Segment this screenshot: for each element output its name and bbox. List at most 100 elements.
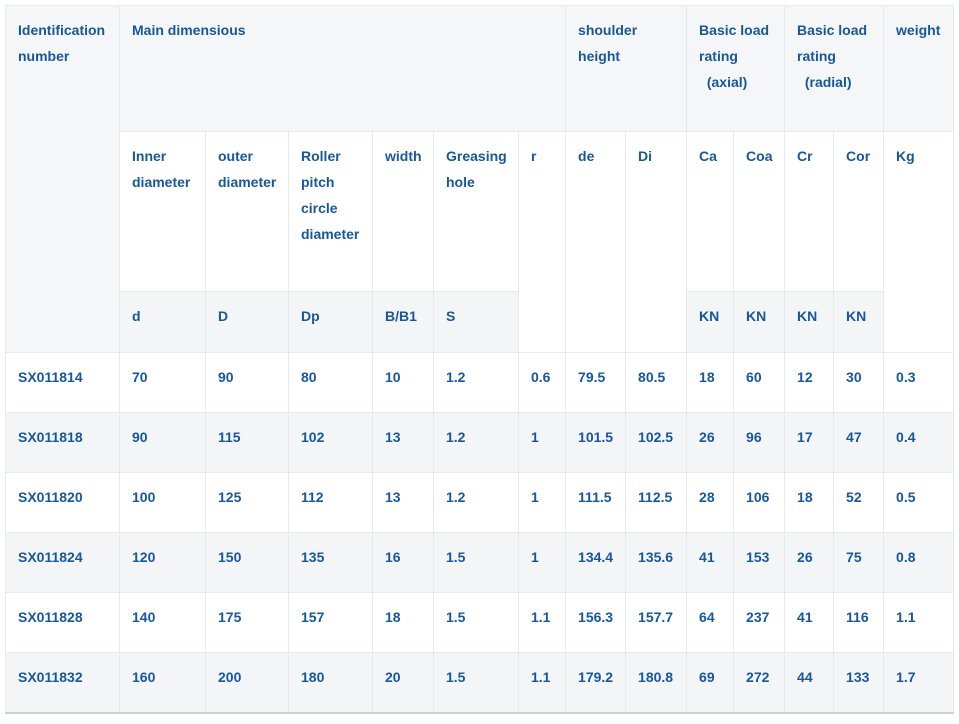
cell-roller-pitch-circle-diameter-Dp: 112 — [288, 472, 373, 533]
col-header-Cor: Cor — [833, 131, 885, 292]
cell-inner-diameter-d: 160 — [119, 652, 206, 713]
cell-width-B-B1: 16 — [372, 532, 434, 593]
cell-roller-pitch-circle-diameter-Dp: 157 — [288, 592, 373, 653]
col-header-shoulder-height: shoulder height — [565, 5, 688, 132]
cell-width-B-B1: 10 — [372, 352, 434, 413]
cell-roller-pitch-circle-diameter-Dp: 180 — [288, 652, 373, 713]
cell-inner-diameter-d: 120 — [119, 532, 206, 593]
cell-weight-Kg: 0.3 — [883, 352, 955, 413]
header-units-row: d D Dp B/B1 S KN KN KN KN — [6, 291, 954, 353]
cell-weight-Kg: 1.7 — [883, 652, 955, 713]
cell-radial-load-Cor: 133 — [833, 652, 885, 713]
cell-greasing-hole-S: 1.2 — [433, 412, 519, 473]
cell-greasing-hole-S: 1.5 — [433, 652, 519, 713]
cell-radial-load-Cr: 18 — [784, 472, 835, 533]
unit-d: d — [119, 291, 206, 353]
cell-shoulder-height-de: 111.5 — [565, 472, 627, 533]
cell-roller-pitch-circle-diameter-Dp: 80 — [288, 352, 373, 413]
col-header-roller-pitch-circle-diameter: Roller pitch circle diameter — [288, 131, 373, 292]
cell-greasing-hole-S: 1.2 — [433, 472, 519, 533]
header-sub-row: Inner diameter outer diameter Roller pit… — [6, 131, 955, 353]
cell-chamfer-r: 1 — [517, 472, 567, 533]
table-body: SX011814 70 90 80 10 1.2 0.6 79.5 80.5 18 60 12 30 0.… — [5, 352, 955, 713]
cell-chamfer-r: 0.6 — [517, 352, 567, 413]
cell-radial-load-Cr: 26 — [784, 532, 835, 593]
cell-chamfer-r: 1.1 — [517, 592, 567, 653]
cell-chamfer-r: 1 — [517, 412, 567, 473]
unit-KN-Cor: KN — [833, 291, 885, 353]
col-header-Cr: Cr — [784, 131, 835, 292]
cell-inner-diameter-d: 140 — [119, 592, 206, 653]
cell-axial-load-Coa: 153 — [733, 532, 786, 593]
cell-greasing-hole-S: 1.5 — [433, 532, 519, 593]
cell-axial-load-Coa: 272 — [733, 652, 786, 713]
unit-KN-Cr: KN — [784, 291, 835, 353]
col-header-Ca: Ca — [686, 131, 735, 292]
col-header-identification-number: Identification number — [5, 5, 120, 353]
cell-radial-load-Cor: 47 — [833, 412, 885, 473]
cell-identification-number: SX011832 — [5, 652, 120, 713]
cell-axial-load-Ca: 41 — [686, 532, 735, 593]
col-header-Coa: Coa — [733, 131, 786, 292]
table-row: SX011818 90 115 102 13 1.2 1 101.5 102.5 26 96 17 47… — [5, 412, 955, 473]
cell-axial-load-Ca: 28 — [686, 472, 735, 533]
table-row: SX011820 100 125 112 13 1.2 1 111.5 112.5 28 106 18… — [5, 472, 955, 533]
cell-greasing-hole-S: 1.5 — [433, 592, 519, 653]
cell-width-B-B1: 13 — [372, 412, 434, 473]
cell-radial-load-Cr: 17 — [784, 412, 835, 473]
col-header-r: r — [517, 131, 567, 353]
cell-width-B-B1: 13 — [372, 472, 434, 533]
table-row: SX011824 120 150 135 16 1.5 1 134.4 135.6 41 153 26… — [5, 532, 955, 593]
unit-B-B1: B/B1 — [372, 291, 434, 353]
cell-outer-diameter-D: 150 — [205, 532, 289, 593]
col-header-basic-load-rating-radial: Basic load rating (radial) — [784, 5, 885, 132]
cell-weight-Kg: 0.4 — [883, 412, 955, 473]
cell-radial-load-Cor: 30 — [833, 352, 885, 413]
cell-axial-load-Coa: 106 — [733, 472, 786, 533]
cell-radial-load-Cr: 41 — [784, 592, 835, 653]
cell-radial-load-Cor: 75 — [833, 532, 885, 593]
cell-radial-load-Cor: 52 — [833, 472, 885, 533]
cell-shoulder-height-Di: 135.6 — [625, 532, 688, 593]
col-header-Di: Di — [625, 131, 688, 353]
table-row: SX011832 160 200 180 20 1.5 1.1 179.2 180.8 69 272… — [5, 652, 955, 713]
col-header-inner-diameter: Inner diameter — [119, 131, 206, 292]
cell-axial-load-Ca: 69 — [686, 652, 735, 713]
cell-outer-diameter-D: 90 — [205, 352, 289, 413]
cell-chamfer-r: 1 — [517, 532, 567, 593]
cell-axial-load-Ca: 26 — [686, 412, 735, 473]
cell-shoulder-height-Di: 157.7 — [625, 592, 688, 653]
cell-shoulder-height-de: 179.2 — [565, 652, 627, 713]
unit-D: D — [205, 291, 289, 353]
cell-identification-number: SX011828 — [5, 592, 120, 653]
col-header-main-dimensions: Main dimensious — [118, 5, 567, 132]
col-header-weight: weight — [883, 5, 955, 132]
table-header: Identification number Main dimensious sh… — [5, 5, 955, 353]
cell-shoulder-height-de: 134.4 — [565, 532, 627, 593]
col-header-Kg: Kg — [883, 131, 955, 353]
cell-outer-diameter-D: 200 — [205, 652, 289, 713]
cell-shoulder-height-Di: 112.5 — [625, 472, 688, 533]
cell-axial-load-Ca: 64 — [686, 592, 735, 653]
cell-shoulder-height-Di: 80.5 — [625, 352, 688, 413]
cell-outer-diameter-D: 125 — [205, 472, 289, 533]
unit-KN-Ca: KN — [686, 291, 735, 353]
col-header-de: de — [565, 131, 627, 353]
unit-S: S — [433, 291, 519, 353]
col-header-basic-load-rating-axial: Basic load rating (axial) — [686, 5, 786, 132]
cell-shoulder-height-Di: 102.5 — [625, 412, 688, 473]
cell-greasing-hole-S: 1.2 — [433, 352, 519, 413]
bearing-spec-table: Identification number Main dimensious sh… — [5, 5, 955, 714]
cell-identification-number: SX011814 — [5, 352, 120, 413]
col-header-outer-diameter: outer diameter — [205, 131, 289, 292]
cell-shoulder-height-Di: 180.8 — [625, 652, 688, 713]
cell-shoulder-height-de: 79.5 — [565, 352, 627, 413]
cell-radial-load-Cr: 44 — [784, 652, 835, 713]
cell-identification-number: SX011824 — [5, 532, 120, 593]
cell-width-B-B1: 20 — [372, 652, 434, 713]
cell-weight-Kg: 0.8 — [883, 532, 955, 593]
cell-outer-diameter-D: 175 — [205, 592, 289, 653]
cell-chamfer-r: 1.1 — [517, 652, 567, 713]
cell-radial-load-Cr: 12 — [784, 352, 835, 413]
